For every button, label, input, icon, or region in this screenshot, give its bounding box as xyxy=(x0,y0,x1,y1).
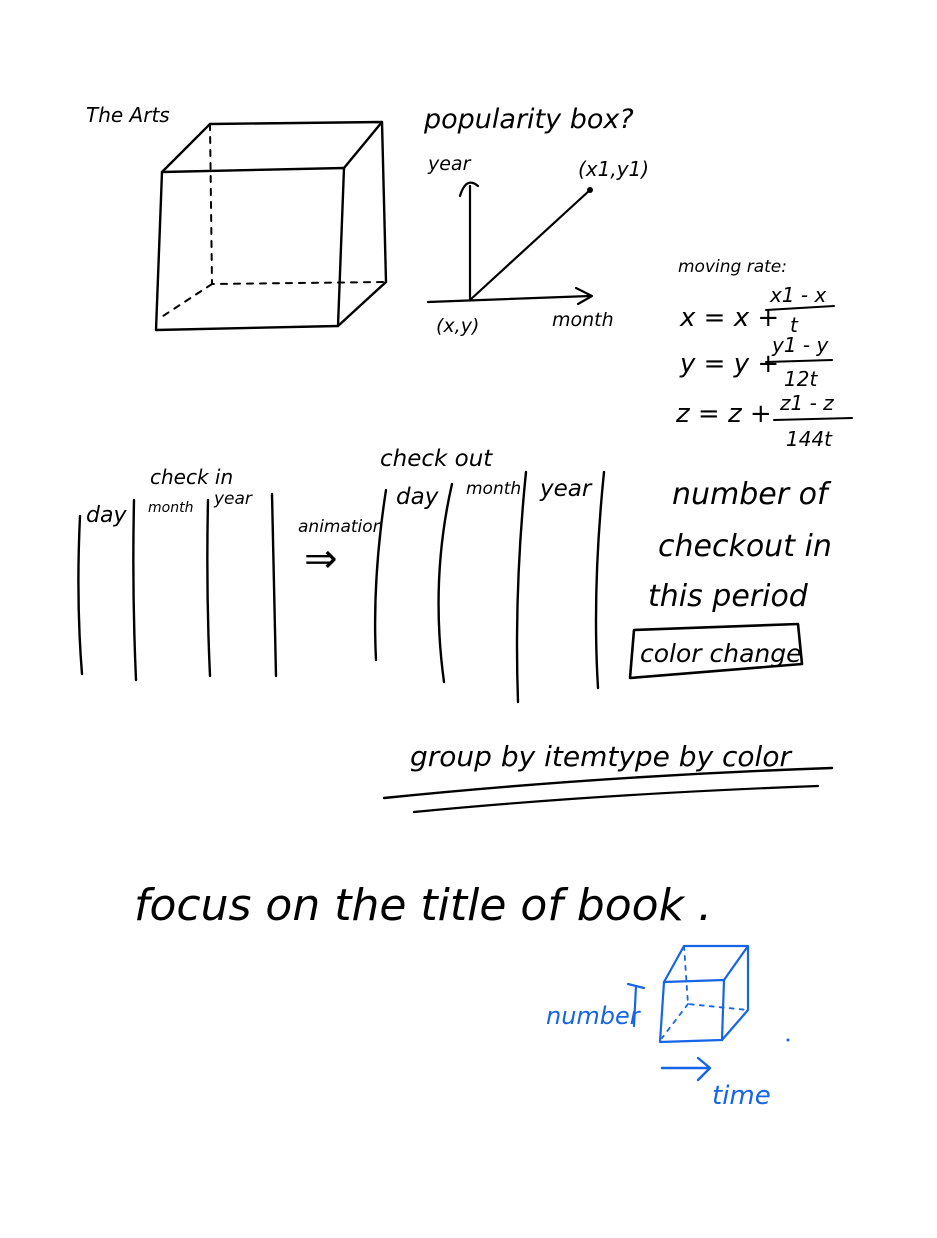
mini-cube-x-label: time xyxy=(712,1081,771,1111)
eq1-fraction-bar xyxy=(765,305,835,311)
checkout-col-day: day xyxy=(396,484,439,510)
moving-rate: moving rate: x = x + x1 - x t y = y + y1… xyxy=(675,257,853,451)
animation-label: animation xyxy=(298,517,383,537)
checkout-title: check out xyxy=(380,446,493,472)
eq1-numerator: x1 - x xyxy=(769,283,826,307)
checkout-col-month: month xyxy=(466,479,521,499)
popularity-title: popularity box? xyxy=(423,104,634,135)
checkin-title: check in xyxy=(150,465,233,489)
popularity-sketch: popularity box? year (x1,y1) (x,y) month xyxy=(423,104,649,337)
eq3-fraction-bar xyxy=(773,417,853,421)
checkout-note-line-2: checkout in xyxy=(658,529,832,564)
y-axis-arrow xyxy=(458,181,480,198)
eq1-denominator: t xyxy=(790,313,799,337)
checkout-line-4 xyxy=(594,470,606,690)
eq2-fraction-bar xyxy=(765,359,833,363)
group-note: group by itemtype by color xyxy=(382,740,834,814)
group-underline-1 xyxy=(382,766,834,800)
eq2-lhs: y = y + xyxy=(679,349,779,379)
cube-sketch: The Arts xyxy=(86,103,388,332)
checkin-line-3 xyxy=(206,498,212,678)
checkin-line-1 xyxy=(77,514,84,676)
x-axis-arrow xyxy=(574,286,594,306)
x-axis xyxy=(426,294,592,304)
checkout-note-line-3: this period xyxy=(648,579,809,614)
group-underline-2 xyxy=(412,784,820,814)
mini-cube-y-arrow xyxy=(626,982,646,1028)
mini-cube-x-arrow xyxy=(660,1056,712,1082)
checkout-line-3 xyxy=(515,470,528,704)
mini-cube-hidden xyxy=(661,945,749,1039)
checkin-col-year: year xyxy=(213,489,253,509)
checkout-col-year: year xyxy=(539,476,593,502)
trend-line xyxy=(468,188,592,302)
cube-hidden-edges xyxy=(159,123,387,319)
end-point-label: (x1,y1) xyxy=(578,157,649,181)
checkin-line-2 xyxy=(132,498,138,682)
focus-note: focus on the title of book . xyxy=(134,880,712,931)
cube-depth-edges xyxy=(160,120,388,328)
y-axis-label: year xyxy=(427,153,472,175)
mini-cube-dot xyxy=(786,1038,790,1042)
color-change-box xyxy=(628,622,804,680)
eq3-numerator: z1 - z xyxy=(779,391,834,415)
checkout-line-2 xyxy=(437,482,454,684)
mini-cube-back xyxy=(662,944,750,1042)
checkin-col-month: month xyxy=(148,500,193,516)
eq2-denominator: 12t xyxy=(784,367,818,391)
x-axis-label: month xyxy=(552,309,614,331)
animation-transition: animation ⇒ xyxy=(298,517,383,582)
checkout-note-line-1: number of xyxy=(672,477,832,512)
checkin-sketch: check in day month year xyxy=(77,465,278,682)
cube-front-face xyxy=(154,166,346,332)
checkin-line-4 xyxy=(270,492,278,678)
checkin-col-day: day xyxy=(86,503,127,528)
cube-back-edges xyxy=(208,120,388,284)
moving-rate-heading: moving rate: xyxy=(678,257,787,277)
eq2-numerator: y1 - y xyxy=(771,333,829,357)
mini-cube-front xyxy=(658,978,726,1044)
mini-cube-sketch: number time xyxy=(546,944,790,1111)
cube-label: The Arts xyxy=(86,103,170,127)
checkout-sketch: check out day month year xyxy=(373,446,606,704)
group-note-text: group by itemtype by color xyxy=(410,740,792,773)
checkout-note: number of checkout in this period color … xyxy=(628,477,832,680)
origin-label: (x,y) xyxy=(436,315,479,337)
animation-arrow: ⇒ xyxy=(304,536,338,582)
end-point xyxy=(587,187,593,193)
color-change-label: color change xyxy=(640,639,802,668)
mini-cube-y-label: number xyxy=(546,1002,642,1030)
eq3-denominator: 144t xyxy=(786,427,833,451)
checkout-line-1 xyxy=(373,488,388,662)
eq1-lhs: x = x + xyxy=(679,303,779,333)
eq3-lhs: z = z + xyxy=(675,399,772,429)
